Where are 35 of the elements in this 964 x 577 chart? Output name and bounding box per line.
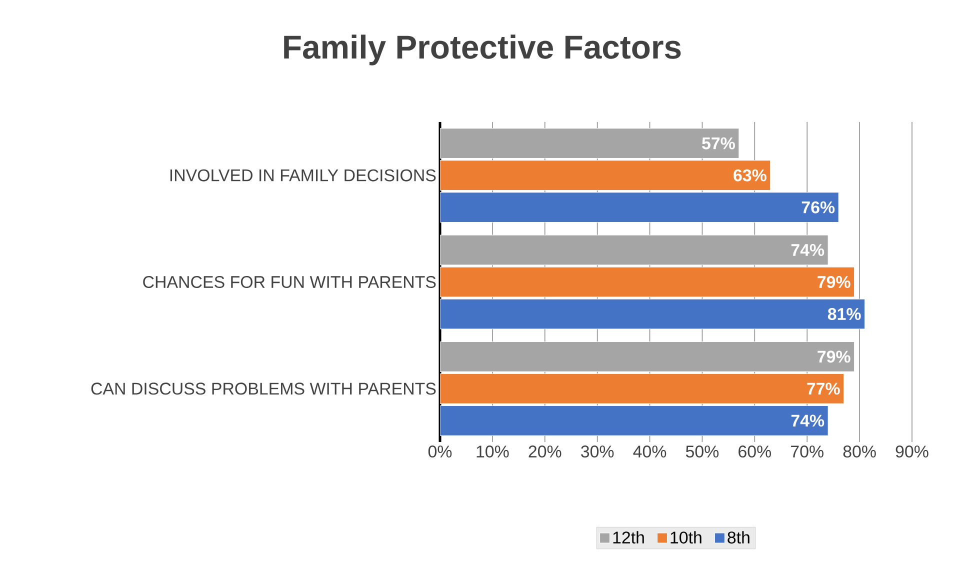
- data-label: 81%: [828, 308, 861, 320]
- bar: [440, 373, 844, 404]
- data-label: 77%: [807, 382, 840, 395]
- legend-label: 8th: [728, 531, 750, 544]
- data-label: 74%: [791, 244, 824, 256]
- data-label: 74%: [791, 414, 824, 427]
- x-tick-label: 40%: [633, 446, 666, 458]
- bar: [440, 160, 771, 191]
- data-label: 79%: [818, 350, 850, 363]
- bar: [440, 298, 866, 330]
- bar: [440, 234, 828, 266]
- x-tick-label: 70%: [791, 446, 824, 458]
- bar: [440, 341, 855, 372]
- x-tick-label: 50%: [686, 446, 719, 458]
- bar: [440, 266, 855, 298]
- data-label: 63%: [734, 169, 766, 182]
- legend-label: 10th: [670, 531, 702, 544]
- chart-title: Family Protective Factors: [284, 34, 681, 66]
- bar: [440, 192, 839, 223]
- data-label: 57%: [702, 137, 735, 150]
- x-tick-label: 80%: [843, 446, 876, 458]
- x-tick-label: 30%: [581, 446, 614, 458]
- data-label: 76%: [802, 201, 835, 214]
- legend-label: 12th: [613, 531, 644, 544]
- y-tick-label: INVOLVED IN FAMILY DECISIONS: [170, 169, 436, 182]
- bar: [440, 405, 828, 436]
- data-label: 79%: [818, 276, 850, 288]
- x-tick-label: 60%: [738, 446, 771, 458]
- x-tick-label: 20%: [528, 446, 562, 458]
- x-tick-label: 90%: [896, 446, 928, 458]
- x-tick-label: 10%: [476, 446, 509, 458]
- y-tick-label: CHANCES FOR FUN WITH PARENTS: [143, 276, 436, 288]
- y-tick-label: CAN DISCUSS PROBLEMS WITH PARENTS: [91, 382, 436, 395]
- bar: [440, 128, 740, 159]
- x-tick-label: 0%: [428, 446, 452, 458]
